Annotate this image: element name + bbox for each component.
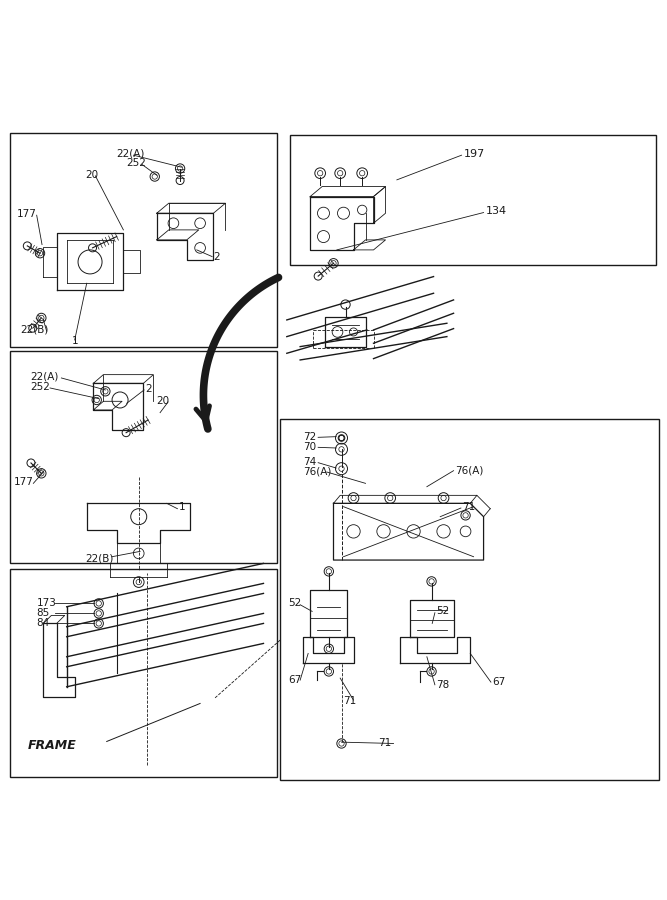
Text: 1: 1 bbox=[72, 337, 79, 347]
Text: 22(B): 22(B) bbox=[20, 325, 49, 335]
Text: 71: 71 bbox=[344, 697, 357, 706]
Bar bbox=[280, 418, 659, 780]
Bar bbox=[10, 133, 277, 346]
Text: 22(A): 22(A) bbox=[30, 372, 59, 382]
Text: 67: 67 bbox=[492, 677, 506, 687]
Text: 70: 70 bbox=[303, 442, 317, 452]
Text: 252: 252 bbox=[127, 158, 147, 168]
Text: 20: 20 bbox=[157, 396, 170, 406]
Text: FRAME: FRAME bbox=[28, 739, 77, 752]
Text: 197: 197 bbox=[464, 148, 485, 159]
Text: 22(B): 22(B) bbox=[85, 554, 114, 563]
Text: 252: 252 bbox=[30, 382, 50, 392]
Text: 84: 84 bbox=[37, 617, 50, 628]
Text: 20: 20 bbox=[85, 169, 99, 179]
Text: 71: 71 bbox=[378, 739, 392, 749]
Text: 22(A): 22(A) bbox=[117, 148, 145, 158]
Text: 134: 134 bbox=[486, 206, 507, 216]
Text: 2: 2 bbox=[145, 383, 152, 393]
Bar bbox=[290, 134, 656, 265]
Text: 177: 177 bbox=[13, 477, 33, 487]
Text: 173: 173 bbox=[37, 598, 57, 608]
Text: 52: 52 bbox=[436, 607, 450, 616]
Bar bbox=[10, 351, 277, 563]
Text: 67: 67 bbox=[288, 675, 301, 685]
Text: 2: 2 bbox=[213, 252, 220, 262]
Text: 52: 52 bbox=[288, 598, 301, 608]
Text: 74: 74 bbox=[303, 457, 317, 467]
Text: 1: 1 bbox=[179, 502, 185, 512]
Text: 76(A): 76(A) bbox=[303, 466, 332, 476]
Text: 71: 71 bbox=[462, 501, 476, 512]
Text: 76(A): 76(A) bbox=[455, 465, 484, 475]
Text: 72: 72 bbox=[303, 432, 317, 442]
Bar bbox=[10, 569, 277, 777]
Text: 78: 78 bbox=[436, 680, 450, 689]
Text: 85: 85 bbox=[37, 608, 50, 617]
Text: 177: 177 bbox=[17, 209, 37, 219]
